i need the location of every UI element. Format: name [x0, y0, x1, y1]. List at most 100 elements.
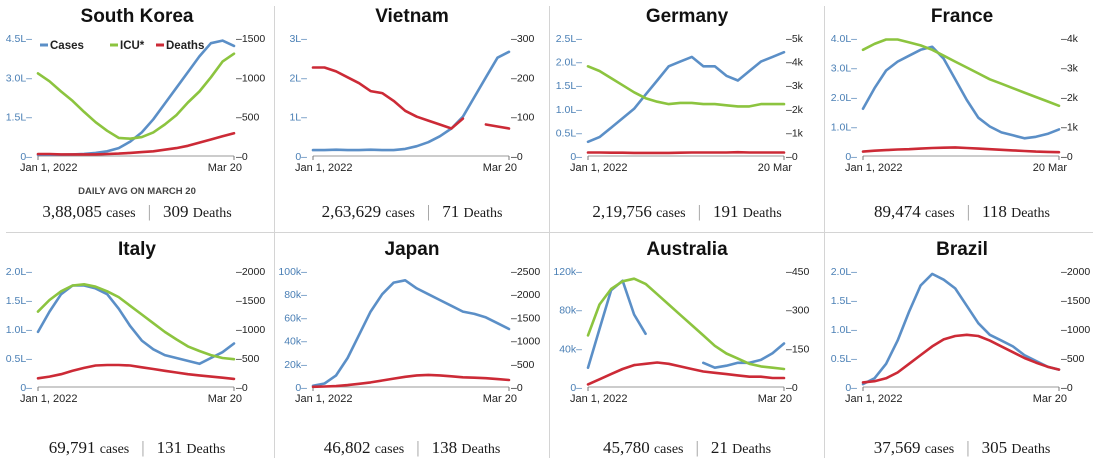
y-left-tick-label: 4.5L–: [6, 33, 32, 45]
y-left-tick-label: 1.0L–: [831, 122, 857, 134]
deaths-value: 191: [713, 202, 739, 221]
y-left-tick-label: 0–: [20, 151, 32, 163]
y-left-tick-label: 2L–: [289, 72, 307, 84]
y-left-tick-label: 3L–: [289, 33, 307, 45]
series-line-icu: [36, 283, 236, 361]
y-left-tick-label: 40k–: [284, 336, 307, 348]
y-left-tick-label: 0.5L–: [831, 353, 857, 365]
y-right-tick-label: –1k: [786, 127, 804, 139]
y-right-tick-label: –500: [236, 353, 260, 365]
cases-unit: cases: [653, 442, 684, 457]
deaths-value: 305: [981, 438, 1008, 457]
y-left-tick-label: 1.5L–: [556, 80, 582, 92]
panel-title: Japan: [384, 239, 440, 260]
y-right-tick-label: –500: [511, 359, 535, 371]
y-left-tick-label: 2.0L–: [556, 57, 582, 69]
panel-title: Australia: [646, 239, 728, 260]
row-divider: [6, 232, 1093, 233]
deaths-unit: Deaths: [461, 442, 501, 457]
y-right-tick-label: –300: [511, 33, 535, 45]
y-right-tick-label: –450: [786, 266, 810, 278]
y-left-tick-label: 0.5L–: [6, 353, 32, 365]
x-tick-label-end: Mar 20: [483, 162, 517, 174]
y-left-tick-label: 20k–: [284, 359, 307, 371]
legend-label-deaths: Deaths: [166, 40, 204, 52]
y-left-tick-label: 1.5L–: [6, 295, 32, 307]
line-chart: 2.0L– 1.5L– 1.0L– 0.5L– 0– –2000 –1500 –1000 –50…: [6, 266, 266, 405]
deaths-value: 131: [156, 438, 183, 457]
panel-title: Italy: [117, 239, 157, 260]
x-tick-label-start: Jan 1, 2022: [20, 162, 78, 174]
x-tick-label-start: Jan 1, 2022: [295, 162, 353, 174]
y-right-tick-label: –150: [786, 343, 810, 355]
series-line-icu: [586, 277, 786, 371]
panel-title: South Korea: [80, 6, 194, 27]
cases-unit: cases: [656, 206, 686, 221]
y-left-tick-label: 80k–: [284, 289, 307, 301]
y-left-tick-label: 1.0L–: [831, 324, 857, 336]
cases-value: 69,791: [48, 438, 96, 457]
panel-title: Vietnam: [375, 6, 449, 27]
series-line-deaths: [311, 373, 511, 389]
panel-italy: Italy 2.0L– 1.5L– 1.0L– 0.5L– 0– –2000 –1500 –1…: [0, 233, 274, 465]
x-tick-label-start: Jan 1, 2022: [20, 393, 78, 405]
line-chart: 3L– 2L– 1L– 0– –300 –200 –100 –0 Jan 1, 2022 Mar …: [289, 33, 535, 174]
series-line-cases: [311, 50, 511, 152]
deaths-value: 309: [163, 202, 189, 221]
y-right-tick-label: –3k: [786, 80, 804, 92]
y-left-tick-label: 2.0L–: [831, 266, 857, 278]
panel-australia: Australia 120k– 80k– 40k– 0– –450 –300 –150 –0 J…: [550, 233, 824, 465]
line-chart: 4.0L– 3.0L– 2.0L– 1.0L– 0– –4k –3k –2k –1k –0 Jan …: [831, 33, 1079, 174]
x-tick-label-start: Jan 1, 2022: [845, 162, 903, 174]
x-tick-label-start: Jan 1, 2022: [295, 393, 353, 405]
x-tick-label-end: Mar 20: [208, 162, 242, 174]
x-tick-label-end: 20 Mar: [758, 162, 793, 174]
cases-value: 46,802: [323, 438, 371, 457]
y-right-tick-label: –0: [236, 151, 248, 163]
legend-label-cases: Cases: [50, 40, 84, 52]
series-line-cases: [586, 279, 786, 369]
y-left-tick-label: 0–: [570, 151, 582, 163]
series-line-icu: [586, 65, 786, 108]
y-left-tick-label: 0–: [570, 382, 582, 394]
series-line-deaths: [36, 131, 236, 156]
cases-unit: cases: [385, 206, 415, 221]
y-left-tick-label: 0–: [295, 382, 307, 394]
legend-label-icu: ICU*: [120, 40, 145, 52]
series-line-deaths: [861, 333, 1061, 384]
panel-south-korea: South Korea 4.5L– 3.0L– 1.5L– 0– –1500 –1000 –…: [0, 0, 274, 232]
series-line-cases: [861, 272, 1061, 386]
cases-unit: cases: [924, 442, 955, 457]
series-line-cases: [311, 279, 511, 388]
series-line-cases: [586, 50, 786, 144]
stat-separator: |: [697, 202, 702, 221]
y-right-tick-label: –1500: [511, 312, 540, 324]
y-right-tick-label: –2000: [511, 289, 540, 301]
y-right-tick-label: –5k: [786, 33, 804, 45]
y-left-tick-label: 80k–: [559, 305, 582, 317]
y-left-tick-label: 40k–: [559, 343, 582, 355]
y-left-tick-label: 2.5L–: [556, 33, 582, 45]
series-line-icu: [861, 38, 1061, 108]
y-left-tick-label: 1.0L–: [6, 324, 32, 336]
panel-germany: Germany 2.5L– 2.0L– 1.5L– 1.0L– 0.5L– 0– –5k –4…: [550, 0, 824, 232]
stat-separator: |: [966, 438, 970, 457]
daily-stats: 46,802 cases | 138 Deaths: [275, 438, 549, 458]
y-right-tick-label: –0: [786, 382, 798, 394]
deaths-unit: Deaths: [1011, 442, 1051, 457]
panel-title: Germany: [645, 6, 729, 27]
cases-value: 37,569: [873, 438, 921, 457]
series-line-deaths: [586, 361, 786, 386]
y-left-tick-label: 0–: [845, 151, 857, 163]
y-right-tick-label: –1500: [1061, 295, 1090, 307]
x-tick-label-end: Mar 20: [208, 393, 242, 405]
y-right-tick-label: –500: [1061, 353, 1085, 365]
y-right-tick-label: –4k: [1061, 33, 1079, 45]
line-chart: 4.5L– 3.0L– 1.5L– 0– –1500 –1000 –500 –0 Jan 1, …: [6, 33, 266, 174]
daily-stats: 3,88,085 cases | 309 Deaths: [0, 202, 274, 222]
series-line-deaths: [311, 66, 511, 130]
daily-stats: 2,63,629 cases | 71 Deaths: [275, 202, 549, 222]
y-left-tick-label: 0–: [295, 151, 307, 163]
x-tick-label-end: Mar 20: [483, 393, 517, 405]
